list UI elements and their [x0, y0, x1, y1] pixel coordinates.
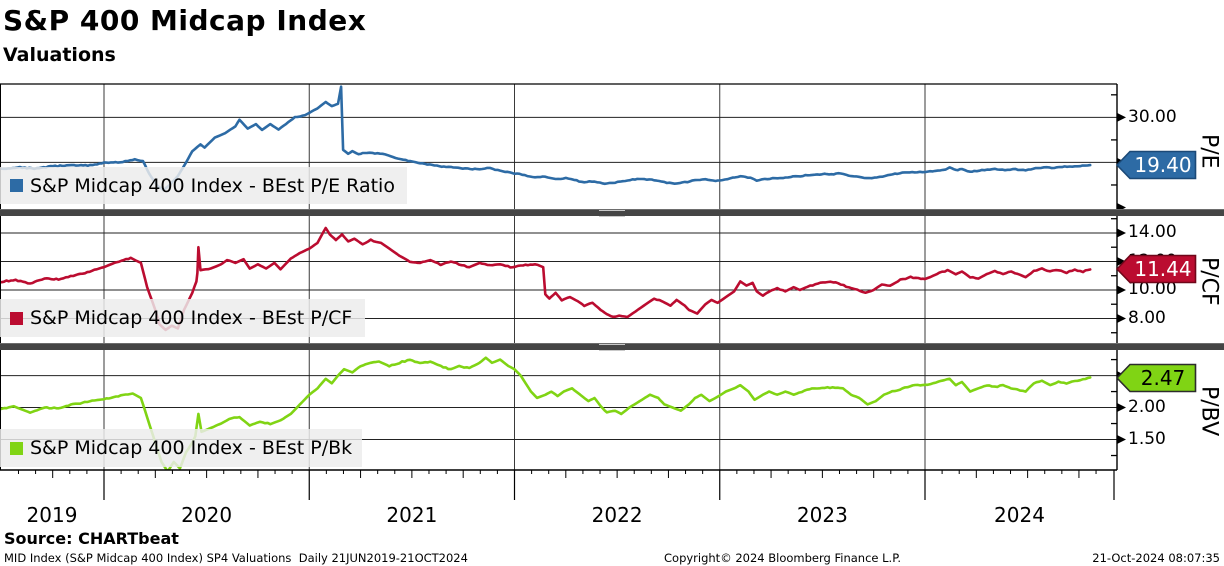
- major-tick-arrow-icon: [1117, 435, 1126, 445]
- pe-legend-swatch-icon: [10, 179, 23, 192]
- badge-value-text: 19.40: [1134, 153, 1192, 178]
- page-subtitle: Valuations: [3, 44, 116, 66]
- legend-pe: S&P Midcap 400 Index - BEst P/E Ratio: [0, 167, 407, 204]
- major-tick-arrow-icon: [1117, 112, 1126, 122]
- badge-value-text: 2.47: [1140, 365, 1186, 390]
- x-year-label: 2021: [386, 503, 438, 527]
- legend-pcf: S&P Midcap 400 Index - BEst P/CF: [0, 299, 365, 337]
- axis-title-pcf: P/CF: [1196, 256, 1222, 306]
- footer-description: MID Index (S&P Midcap 400 Index) SP4 Val…: [4, 551, 468, 565]
- major-tick-arrow-icon: [1117, 228, 1126, 238]
- badge-arrow-shape: [1116, 150, 1197, 180]
- y-tick-label: 1.50: [1128, 429, 1166, 450]
- y-tick-label: 30.00: [1128, 106, 1177, 127]
- y-tick-label: 2.00: [1128, 397, 1166, 418]
- panel-separator-handle-2[interactable]: [599, 344, 625, 351]
- page-title: S&P 400 Midcap Index: [3, 4, 367, 37]
- pbv-legend-label: S&P Midcap 400 Index - BEst P/Bk: [30, 437, 353, 459]
- x-year-label: 2023: [796, 503, 848, 527]
- x-year-label: 2024: [994, 503, 1045, 527]
- major-tick-arrow-icon: [1117, 403, 1126, 413]
- y-tick-label: 8.00: [1128, 307, 1166, 328]
- axis-title-pe: P/E: [1196, 133, 1222, 169]
- source-line: Source: CHARTbeat: [4, 529, 179, 548]
- panel-separator-bar[interactable]: [0, 343, 1224, 350]
- x-year-label: 2020: [181, 503, 233, 527]
- panel-separator-bar[interactable]: [0, 209, 1224, 216]
- x-year-label: 2019: [26, 503, 78, 527]
- value-badge-pbv: 2.47: [1116, 363, 1197, 393]
- x-year-label: 2022: [591, 503, 643, 527]
- panel-separator-handle-1[interactable]: [599, 210, 625, 217]
- badge-arrow-shape: [1116, 255, 1197, 284]
- y-tick-label: 14.00: [1128, 222, 1177, 243]
- footer-copyright: Copyright© 2024 Bloomberg Finance L.P.: [664, 551, 901, 565]
- badge-value-text: 11.44: [1134, 257, 1192, 282]
- badge-arrow-shape: [1116, 363, 1197, 392]
- legend-pbv: S&P Midcap 400 Index - BEst P/Bk: [0, 429, 362, 467]
- pe-legend-label: S&P Midcap 400 Index - BEst P/E Ratio: [30, 174, 395, 197]
- major-tick-arrow-icon: [1117, 285, 1126, 295]
- pcf-legend-label: S&P Midcap 400 Index - BEst P/CF: [30, 307, 353, 329]
- y-tick-label: 10.00: [1128, 279, 1177, 300]
- pcf-legend-swatch-icon: [10, 311, 23, 325]
- value-badge-pe: 19.40: [1116, 150, 1197, 180]
- axis-title-pbv: P/BV: [1196, 385, 1222, 437]
- series-lines: [0, 85, 1092, 470]
- major-tick-arrow-icon: [1117, 313, 1126, 323]
- axes: [0, 83, 1224, 500]
- major-tick-arrow-icon: [1117, 256, 1126, 266]
- gridlines: [0, 84, 1117, 470]
- value-badge-pcf: 11.44: [1116, 254, 1197, 284]
- pbv-legend-swatch-icon: [10, 441, 23, 455]
- footer-timestamp: 21-Oct-2024 08:07:35: [1092, 551, 1220, 565]
